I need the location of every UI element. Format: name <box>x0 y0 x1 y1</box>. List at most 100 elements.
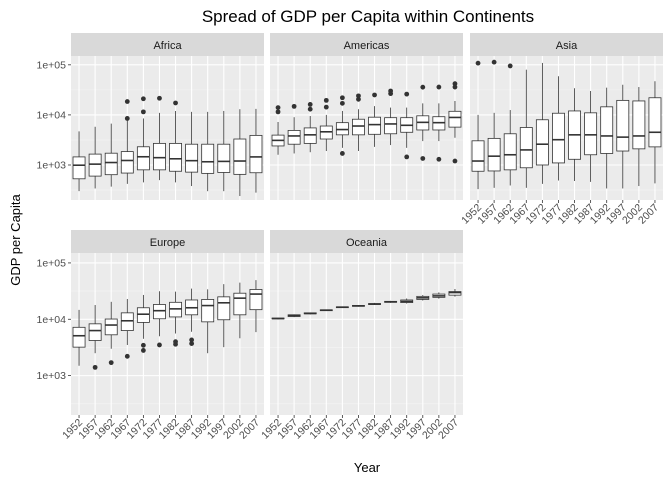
iqr-box <box>185 143 199 173</box>
box-1957 <box>287 314 301 318</box>
outlier-point <box>420 84 426 90</box>
iqr-box <box>136 307 150 323</box>
box-1987 <box>384 300 398 303</box>
panel-europe: Europe1e+031e+041e+051952195719621967197… <box>37 230 264 442</box>
iqr-box <box>632 100 646 150</box>
box-1997 <box>616 84 630 189</box>
y-tick-label: 1e+05 <box>37 59 67 71</box>
facet-strip <box>71 230 264 253</box>
iqr-box <box>72 326 86 348</box>
y-axis-title: GDP per Capita <box>8 193 23 285</box>
box-1952 <box>271 105 285 155</box>
outlier-point <box>173 100 178 106</box>
iqr-box <box>335 122 349 136</box>
iqr-box <box>233 138 247 175</box>
box-1992 <box>201 289 215 354</box>
panel-oceania: Oceania195219571962196719721977198219871… <box>259 230 463 442</box>
outlier-point <box>173 339 178 345</box>
outlier-point <box>452 84 458 90</box>
outlier-point <box>356 93 361 99</box>
iqr-box <box>448 291 462 296</box>
box-1982 <box>368 302 381 306</box>
iqr-box <box>648 97 662 148</box>
iqr-box <box>88 323 102 341</box>
box-2002 <box>632 87 646 187</box>
iqr-box <box>287 130 301 145</box>
box-1972 <box>136 294 150 353</box>
box-2007 <box>249 280 263 333</box>
box-1962 <box>303 102 317 153</box>
iqr-box <box>519 127 533 169</box>
outlier-point <box>436 156 442 162</box>
outlier-point <box>275 105 281 111</box>
outlier-point <box>323 97 329 103</box>
box-1967 <box>120 298 134 359</box>
box-1977 <box>153 95 166 181</box>
iqr-box <box>249 289 263 311</box>
facet-strip-label: Oceania <box>346 237 388 249</box>
y-tick-label: 1e+03 <box>37 370 67 382</box>
panel-background <box>470 56 663 200</box>
box-2002 <box>233 282 247 339</box>
outlier-point <box>436 84 442 90</box>
iqr-box <box>584 112 598 156</box>
iqr-box <box>503 133 517 171</box>
panel-americas: Americas <box>270 33 463 200</box>
iqr-box <box>136 146 150 171</box>
iqr-box <box>384 117 398 135</box>
outlier-point <box>124 99 130 104</box>
outlier-point <box>420 156 426 161</box>
outlier-point <box>339 151 345 156</box>
box-1992 <box>400 298 414 304</box>
iqr-box <box>616 99 630 152</box>
box-1977 <box>153 291 166 348</box>
box-2007 <box>648 81 662 184</box>
facet-strip <box>470 33 663 56</box>
facet-strip-label: Asia <box>556 40 578 52</box>
box-1967 <box>120 99 134 184</box>
outlier-point <box>404 91 410 97</box>
facet-strip <box>270 33 463 56</box>
outlier-point <box>92 364 98 370</box>
box-1987 <box>384 88 398 146</box>
iqr-box <box>120 312 134 331</box>
box-1967 <box>519 69 533 188</box>
panels-layer: Africa 1e+03 1e+04 1e+05 Americas Asia1952195… <box>37 33 663 442</box>
box-1962 <box>104 123 118 187</box>
iqr-box <box>169 142 182 172</box>
box-1977 <box>552 76 565 181</box>
box-1982 <box>169 100 182 183</box>
iqr-box <box>120 151 134 174</box>
iqr-box <box>249 134 263 174</box>
iqr-box <box>104 152 118 176</box>
outlier-point <box>404 154 410 160</box>
outlier-point <box>452 158 458 164</box>
box-2007 <box>448 81 462 164</box>
box-2002 <box>432 84 446 162</box>
outlier-point <box>140 342 146 348</box>
box-1967 <box>319 97 333 152</box>
outlier-point <box>339 100 345 106</box>
outlier-point <box>339 95 345 101</box>
outlier-point <box>388 88 394 94</box>
iqr-box <box>217 143 231 173</box>
iqr-box <box>448 110 462 128</box>
panel-background <box>270 253 463 415</box>
box-1987 <box>185 288 199 346</box>
outlier-point <box>189 341 195 346</box>
iqr-box <box>153 304 166 320</box>
box-1952 <box>471 60 485 190</box>
box-1982 <box>169 291 182 347</box>
x-axis-title: Year <box>354 460 381 475</box>
outlier-point <box>275 109 281 115</box>
iqr-box <box>552 112 565 164</box>
facet-strip-label: Africa <box>153 40 182 52</box>
outlier-point <box>140 96 146 102</box>
panel-asia: Asia195219571962196719721977198219871992… <box>459 33 663 227</box>
panel-background <box>270 56 463 200</box>
outlier-point <box>356 96 361 102</box>
box-2007 <box>448 289 462 297</box>
outlier-point <box>291 103 297 109</box>
facet-strip-label: Europe <box>150 237 185 249</box>
